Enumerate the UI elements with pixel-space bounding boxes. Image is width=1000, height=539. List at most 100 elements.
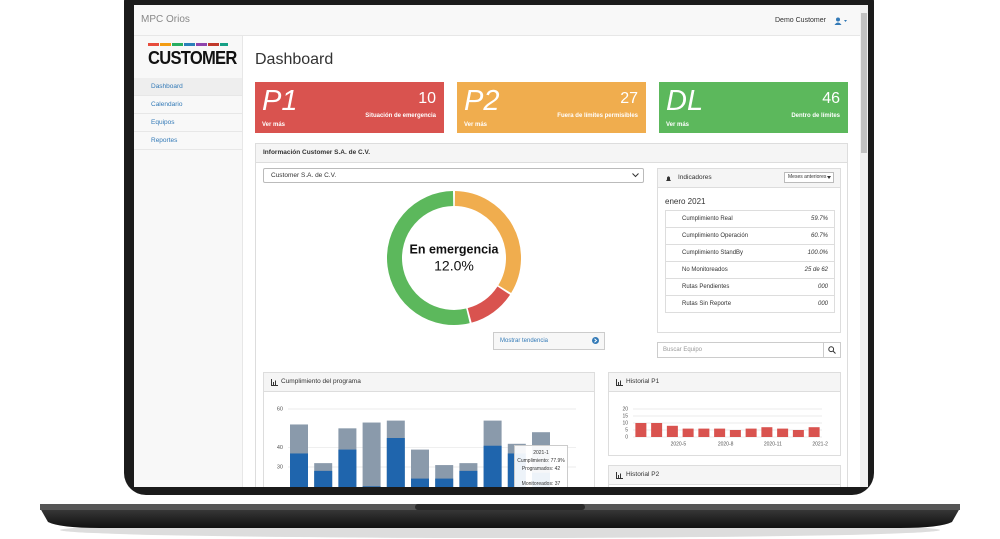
card-code: DL: [666, 85, 704, 117]
caret: [827, 176, 831, 179]
search-button[interactable]: [823, 343, 840, 357]
select[interactable]: Customer S.A. de C.V.: [263, 168, 644, 183]
menu-label[interactable]: Reportes: [151, 137, 178, 144]
dropdown[interactable]: Meses anteriores: [784, 172, 834, 183]
user-icon[interactable]: [834, 17, 848, 25]
bar: [666, 425, 678, 437]
y-tick-label: 15: [622, 413, 628, 419]
button-label[interactable]: Mostrar tendencia: [500, 338, 549, 344]
card-label: Situación de emergencia: [365, 113, 436, 119]
indicator-value: 000: [817, 301, 828, 307]
bar: [362, 486, 381, 487]
bar: [459, 470, 478, 487]
indicator-row: Rutas Pendientes 000: [665, 278, 835, 296]
stat-card: P1 10 Situación de emergencia Ver más: [255, 82, 444, 133]
bar: [808, 427, 820, 437]
menu-item[interactable]: Equipos: [134, 114, 242, 132]
bar: [411, 449, 429, 487]
history-p1-title: Historial P1: [609, 373, 840, 392]
bar: [651, 423, 663, 437]
bar: [698, 428, 710, 437]
card-count: 46: [822, 90, 840, 107]
indicator-row: Cumplimiento Operación 60.7%: [665, 227, 835, 245]
card-link[interactable]: Ver más: [464, 122, 488, 128]
bar: [411, 478, 429, 487]
base: [40, 508, 960, 528]
indicator-label: Rutas Pendientes: [682, 284, 730, 290]
bar: [745, 428, 757, 437]
bell-icon: [666, 176, 671, 181]
donut-label: En emergencia: [410, 242, 500, 256]
tooltip-line: Monitoreados: 37: [521, 481, 561, 487]
search-input[interactable]: Buscar Equipo: [657, 342, 841, 358]
card-link[interactable]: Ver más: [262, 122, 286, 128]
indicator-label: No Monitoreados: [682, 267, 728, 273]
search-placeholder[interactable]: Buscar Equipo: [663, 347, 703, 353]
indicator-label: Rutas Sin Reporte: [682, 301, 732, 307]
indicator-row: Rutas Sin Reporte 000: [665, 295, 835, 313]
period: enero 2021: [665, 197, 706, 206]
y-tick-label: 0: [625, 434, 628, 440]
history-p2-panel: Historial P2: [608, 465, 841, 487]
tooltip-line: Cumplimiento: 77.9%: [517, 458, 565, 464]
select-value[interactable]: Customer S.A. de C.V.: [271, 172, 337, 179]
menu-label[interactable]: Calendario: [151, 101, 183, 108]
donut-segment: [454, 191, 521, 294]
bar: [777, 428, 789, 437]
stat-card: DL 46 Dentro de límites Ver más: [659, 82, 848, 133]
y-tick-label: 20: [622, 406, 628, 412]
stat-card: P2 27 Fuera de límites permisibles Ver más: [457, 82, 646, 133]
indicator-label: Cumplimiento Real: [682, 216, 733, 222]
app-name[interactable]: MPC Orios: [141, 14, 190, 25]
x-tick-label: 2020-11: [764, 441, 782, 447]
bar: [635, 423, 647, 437]
sidebar: CUSTOMER Dashboard Calendario Equipos Repor…: [134, 36, 243, 487]
card-count: 10: [418, 90, 436, 107]
indicators-panel: Indicadores Meses anteriores enero 2021 …: [657, 168, 841, 333]
info-panel: Información Customer S.A. de C.V. Custom…: [255, 143, 848, 487]
bar: [761, 427, 773, 437]
button[interactable]: Mostrar tendencia: [493, 332, 605, 350]
menu-item[interactable]: Calendario: [134, 96, 242, 114]
indicator-row: Cumplimiento StandBy 100.0%: [665, 244, 835, 262]
logo: CUSTOMER: [148, 48, 237, 68]
page-title: Dashboard: [255, 51, 334, 68]
history-p1-panel: Historial P1 20 15 10 5 0 2020-5 2020-8 2020-11…: [608, 372, 841, 456]
y-tick-label: 5: [625, 427, 628, 433]
indicator-value: 59.7%: [810, 216, 828, 222]
dropdown-label[interactable]: Meses anteriores: [788, 174, 827, 180]
bar: [290, 453, 308, 487]
x-tick-label: 2020-5: [671, 441, 687, 447]
scrollbar[interactable]: [860, 5, 868, 487]
chevron: [632, 173, 639, 178]
indicator-label: Cumplimiento Operación: [682, 233, 749, 239]
scroll-thumb[interactable]: [861, 13, 867, 153]
search-icon: [828, 346, 836, 354]
card-link[interactable]: Ver más: [666, 122, 690, 128]
card-code: P2: [464, 85, 500, 117]
menu-item[interactable]: Reportes: [134, 132, 242, 150]
chart-icon: [271, 379, 278, 386]
menu-label[interactable]: Equipos: [151, 119, 175, 126]
bar: [386, 438, 405, 487]
y-tick-label: 40: [277, 445, 283, 451]
menu-label[interactable]: Dashboard: [151, 83, 183, 90]
menu-item[interactable]: Dashboard: [134, 78, 242, 96]
tooltip-title: 2021-1: [533, 450, 549, 456]
chart-icon: [616, 472, 623, 479]
bar: [483, 445, 502, 487]
arrow-icon: [592, 337, 599, 344]
indicator-label: Cumplimiento StandBy: [682, 250, 744, 256]
indicator-value: 25 de 62: [804, 267, 828, 273]
bar: [435, 478, 454, 487]
user-name[interactable]: Demo Customer: [775, 17, 826, 24]
tooltip: 2021-1 Cumplimiento: 77.9% Programados: 42…: [514, 445, 568, 487]
indicator-row: Cumplimiento Real 59.7%: [665, 210, 835, 228]
program-title: Cumplimiento del programa: [264, 373, 594, 392]
donut-value: 12.0%: [434, 258, 474, 274]
card-count: 27: [620, 90, 638, 107]
indicator-row: No Monitoreados 25 de 62: [665, 261, 835, 279]
donut-segment: [387, 191, 470, 325]
y-tick-label: 10: [622, 420, 628, 426]
indicator-value: 000: [817, 284, 828, 290]
